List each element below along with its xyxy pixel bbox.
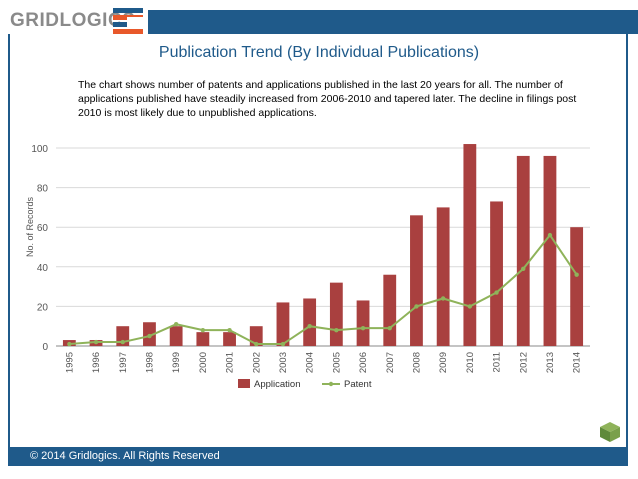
- y-tick-label: 0: [42, 342, 48, 353]
- bar-application: [490, 201, 503, 346]
- x-tick-label: 2004: [305, 352, 316, 373]
- point-patent: [547, 232, 553, 238]
- publication-chart: 0 20 40 60 80 100 No. of Records 1995 1996 1997 19…: [25, 144, 590, 390]
- y-tick-label: 40: [37, 263, 49, 274]
- header-band: [148, 10, 638, 34]
- slide-frame: [8, 34, 628, 466]
- y-tick-label: 60: [37, 223, 49, 234]
- x-tick-label: 2005: [331, 352, 342, 373]
- line-patent: [69, 233, 578, 346]
- point-patent: [67, 341, 72, 347]
- x-tick-label: 2011: [492, 352, 503, 372]
- legend-swatch-application: [238, 379, 250, 388]
- y-tick-label: 100: [31, 144, 48, 155]
- brand-logo-text: GRIDLOGICS: [10, 10, 136, 31]
- point-patent: [227, 327, 232, 333]
- bar-application: [543, 155, 557, 346]
- legend-label-patent: Patent: [344, 379, 372, 390]
- footer-bar: © 2014 Gridlogics. All Rights Reserved: [8, 447, 628, 466]
- x-tick-label: 2008: [411, 352, 422, 373]
- x-tick-label: 2014: [572, 352, 583, 373]
- point-patent: [334, 327, 339, 333]
- legend-marker-patent: [328, 381, 334, 387]
- point-patent: [93, 339, 99, 345]
- slide-title: Publication Trend (By Individual Publica…: [158, 44, 480, 61]
- x-tick-label: 2013: [545, 352, 556, 373]
- x-tick-label: 2002: [251, 352, 262, 373]
- point-patent: [387, 325, 392, 331]
- bar-application: [356, 300, 370, 346]
- point-patent: [147, 333, 152, 339]
- gridlogics-logo-icon: [113, 8, 143, 34]
- copyright-text: © 2014 Gridlogics. All Rights Reserved: [30, 450, 220, 462]
- point-patent: [307, 324, 312, 329]
- x-tick-label: 2009: [438, 352, 449, 373]
- point-patent: [494, 290, 499, 295]
- point-patent: [173, 322, 179, 327]
- bar-application: [249, 326, 263, 346]
- x-tick-label: 1997: [118, 352, 129, 373]
- point-patent: [414, 304, 419, 309]
- x-tick-label: 2012: [518, 352, 529, 373]
- point-patent: [521, 266, 526, 271]
- x-tick-label: 1995: [64, 352, 75, 373]
- x-tick-label: 1996: [91, 352, 102, 373]
- point-patent: [360, 325, 366, 331]
- x-tick-label: 2006: [358, 352, 369, 373]
- legend-label-application: Application: [254, 379, 300, 390]
- x-tick-label: 2003: [278, 352, 289, 373]
- point-patent: [254, 341, 259, 347]
- x-tick-label: 2007: [385, 352, 396, 373]
- point-patent: [280, 341, 286, 347]
- bar-application: [570, 227, 584, 346]
- bar-application: [329, 282, 343, 346]
- point-patent: [200, 327, 206, 333]
- bar-application: [169, 326, 183, 346]
- y-axis-title: No. of Records: [25, 196, 35, 257]
- point-patent: [467, 304, 473, 309]
- y-tick-label: 20: [37, 302, 49, 313]
- bar-application: [223, 332, 236, 346]
- slide-description: The chart shows number of patents and ap…: [78, 79, 577, 119]
- bar-application: [383, 274, 397, 346]
- point-patent: [440, 296, 446, 301]
- x-tick-label: 2010: [465, 352, 476, 373]
- bar-application: [516, 155, 530, 346]
- bar-application: [463, 144, 477, 346]
- x-tick-label: 2000: [198, 352, 209, 373]
- bar-application: [436, 207, 450, 346]
- bar-application: [410, 215, 423, 346]
- point-patent: [120, 339, 125, 345]
- x-tick-label: 2001: [225, 352, 236, 373]
- x-tick-label: 1999: [171, 352, 182, 373]
- bar-application: [276, 302, 290, 346]
- bar-application: [303, 298, 317, 346]
- point-patent: [574, 272, 579, 277]
- bar-application: [196, 332, 210, 346]
- grid-cube-icon: [600, 422, 620, 442]
- x-tick-label: 1998: [144, 352, 155, 373]
- y-tick-label: 80: [37, 184, 49, 195]
